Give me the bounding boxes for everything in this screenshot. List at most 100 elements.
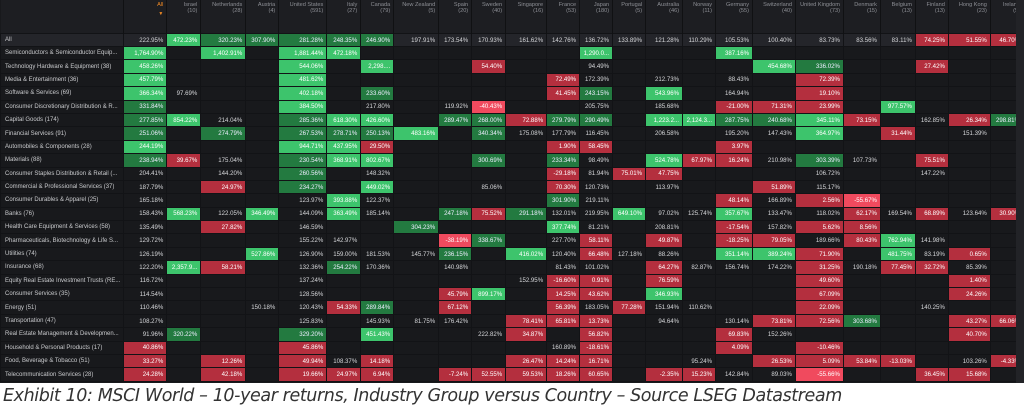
table-row[interactable]: Equity Real Estate Investment Trusts (RE… <box>0 273 1024 289</box>
empty-cell <box>438 45 473 61</box>
table-row[interactable]: Semiconductors & Semiconductor Equip... 1… <box>0 45 1024 61</box>
column-header-it[interactable]: Italy (27) <box>326 0 362 34</box>
heatmap-cell-us: 128.56% <box>278 287 328 302</box>
empty-cell <box>879 287 916 302</box>
heatmap-cell-us: 155.22% <box>278 233 328 248</box>
empty-cell <box>842 300 881 315</box>
column-header-uk[interactable]: United Kingdom (73) <box>795 0 844 34</box>
heatmap-cell-fr: 14.24% <box>546 353 581 369</box>
empty-cell <box>200 273 247 289</box>
empty-cell <box>682 59 717 74</box>
table-row[interactable]: Automobiles & Components (28) 244.19% 944.… <box>0 139 1024 155</box>
table-row[interactable]: Banks (76) 158.43% 568.23% 122.05% 346.49% 14… <box>0 206 1024 222</box>
column-header-ch[interactable]: Switzerland (40) <box>752 0 796 34</box>
empty-cell <box>842 72 881 88</box>
table-row[interactable]: Household & Personal Products (17) 40.86%… <box>0 340 1024 355</box>
column-header-jp[interactable]: Japan (180) <box>579 0 614 34</box>
table-row[interactable]: Commercial & Professional Services (37) 1… <box>0 179 1024 195</box>
heatmap-cell-au: 49.87% <box>645 233 684 248</box>
column-header-pt[interactable]: Portugal (5) <box>612 0 647 34</box>
heatmap-cell-fr: 14.25% <box>546 287 581 302</box>
table-row[interactable]: Financial Services (91) 251.06% 274.79% 267… <box>0 126 1024 141</box>
table-row[interactable]: Consumer Discretionary Distribution & R.… <box>0 99 1024 114</box>
empty-cell <box>752 86 796 101</box>
empty-cell <box>166 139 202 155</box>
empty-cell <box>360 287 395 302</box>
heatmap-cell-au: 524.78% <box>645 153 684 168</box>
heatmap-cell-jp: 56.82% <box>579 327 614 342</box>
heatmap-cell-au: 88.26% <box>645 246 684 262</box>
empty-cell <box>326 99 362 114</box>
empty-cell <box>879 86 916 101</box>
vertical-scrollbar[interactable] <box>1016 0 1024 383</box>
column-header-hk[interactable]: Hong Kong (23) <box>948 0 991 34</box>
heatmap-cell-uk: 19.10% <box>794 86 844 101</box>
table-row[interactable]: Insurance (68) 122.20% 2,357.9... 58.21% 132… <box>0 260 1024 275</box>
row-label: Food, Beverage & Tobacco (51) <box>0 353 125 369</box>
table-row[interactable]: Consumer Staples Distribution & Retail (… <box>0 166 1024 181</box>
empty-cell <box>505 59 548 74</box>
column-header-fi[interactable]: Finland (13) <box>915 0 949 34</box>
table-row[interactable]: Transportation (47) 108.27% 125.83% 145.93%… <box>0 313 1024 329</box>
heatmap-cell-all: 251.06% <box>123 126 168 141</box>
empty-cell <box>471 313 507 329</box>
table-row[interactable]: Capital Goods (174) 277.85% 854.22% 214.04%… <box>0 112 1024 128</box>
column-header-nz[interactable]: New Zealand (5) <box>393 0 440 34</box>
heatmap-cell-dk: -55.67% <box>842 193 881 208</box>
empty-cell <box>166 340 202 355</box>
heatmap-cell-jp: 243.15% <box>579 86 614 101</box>
table-row[interactable]: Media & Entertainment (36) 457.79% 481.62%… <box>0 72 1024 88</box>
table-row[interactable]: Materials (88) 238.94% 39.67% 175.04% 230.54… <box>0 153 1024 168</box>
column-header-au[interactable]: Australia (46) <box>645 0 684 34</box>
empty-cell <box>546 327 581 342</box>
heatmap-cell-jp: 13.73% <box>579 313 614 329</box>
empty-cell <box>842 59 881 74</box>
column-header-us[interactable]: United States (591) <box>278 0 328 34</box>
heatmap-cell-uk: 118.02% <box>794 206 844 222</box>
column-header-all[interactable]: All ▼ <box>123 0 168 34</box>
column-count: (27) <box>347 8 358 15</box>
column-count: (591) <box>310 8 324 15</box>
table-row[interactable]: Pharmaceuticals, Biotechnology & Life S.… <box>0 233 1024 248</box>
heatmap-cell-se: 899.17% <box>471 287 507 302</box>
table-row[interactable]: Food, Beverage & Tobacco (51) 33.27% 12.26… <box>0 353 1024 369</box>
heatmap-cell-uk: 72.39% <box>794 72 844 88</box>
column-header-se[interactable]: Sweden (40) <box>471 0 507 34</box>
empty-cell <box>245 273 280 289</box>
column-header-il[interactable]: Israel (10) <box>166 0 202 34</box>
column-header-sg[interactable]: Singapore (16) <box>505 0 548 34</box>
row-label: Equity Real Estate Investment Trusts (RE… <box>0 273 125 289</box>
table-row[interactable]: Technology Hardware & Equipment (38) 458.… <box>0 59 1024 74</box>
column-header-nl[interactable]: Netherlands (28) <box>200 0 247 34</box>
heatmap-cell-us: 230.54% <box>278 153 328 168</box>
column-header-ca[interactable]: Canada (79) <box>360 0 395 34</box>
table-row[interactable]: Real Estate Management & Developmen... 91… <box>0 327 1024 342</box>
column-header-dk[interactable]: Denmark (15) <box>843 0 881 34</box>
table-row[interactable]: Health Care Equipment & Services (58) 135… <box>0 220 1024 235</box>
table-row[interactable]: Telecommunication Services (28) 24.28% 42.… <box>0 367 1024 382</box>
column-header-no[interactable]: Norway (11) <box>682 0 717 34</box>
heatmap-cell-au: 185.68% <box>645 99 684 114</box>
heatmap-cell-se: 75.52% <box>471 206 507 222</box>
column-header-es[interactable]: Spain (20) <box>438 0 473 34</box>
all-row[interactable]: All 222.95% 472.23% 320.23% 307.90% 281.28% 24… <box>0 33 1024 47</box>
column-header-de[interactable]: Germany (55) <box>715 0 754 34</box>
empty-cell <box>842 99 881 114</box>
table-row[interactable]: Energy (51) 110.46% 150.18% 120.43% 54.33% 28… <box>0 300 1024 315</box>
heatmap-cell-de: 130.14% <box>715 313 754 329</box>
column-header-at[interactable]: Austria (4) <box>245 0 280 34</box>
sort-descending-icon[interactable]: ▼ <box>158 11 164 18</box>
column-header-fr[interactable]: France (53) <box>546 0 581 34</box>
heatmap-cell-ch: 89.03% <box>752 367 796 382</box>
table-row[interactable]: Software & Services (69) 366.34% 97.69% 402… <box>0 86 1024 101</box>
column-header-be[interactable]: Belgium (13) <box>880 0 916 34</box>
empty-cell <box>438 273 473 289</box>
empty-cell <box>360 72 395 88</box>
heatmap-cell-us: 402.18% <box>278 86 328 101</box>
table-row[interactable]: Consumer Durables & Apparel (25) 165.18% 1… <box>0 193 1024 208</box>
table-row[interactable]: Utilities (74) 126.19% 527.86% 126.90% 159.0… <box>0 246 1024 262</box>
empty-cell <box>166 220 202 235</box>
empty-cell <box>438 353 473 369</box>
table-row[interactable]: Consumer Services (35) 114.54% 128.56% 45.7… <box>0 287 1024 302</box>
heatmap-cell-dk: 83.56% <box>842 33 881 47</box>
